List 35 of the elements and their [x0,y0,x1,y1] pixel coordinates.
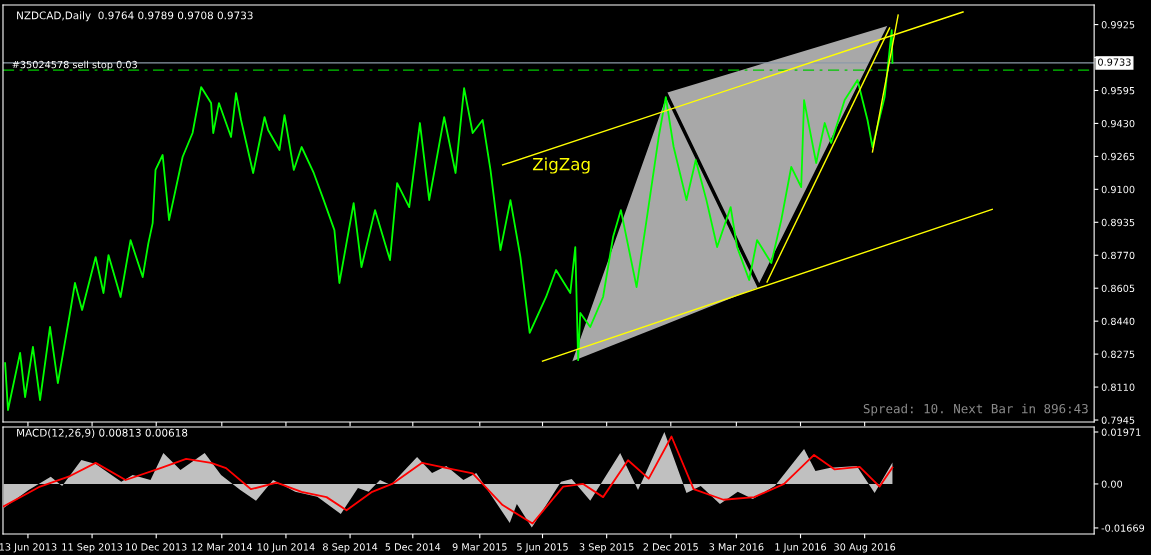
y-tick-label: 0.9265 [1101,152,1135,161]
y-tick-label: 0.9595 [1101,86,1135,95]
ref-line-label: #35024578 sell stop 0.03 [12,60,137,71]
chart-title: MACD(12,26,9) 0.00813 0.00618 [17,428,188,438]
x-tick-label: 10 Jun 2014 [257,543,315,553]
x-tick-label: 30 Aug 2016 [834,543,896,553]
x-tick-label: 10 Dec 2013 [126,543,187,551]
y-tick-label: 0.9430 [1101,119,1135,128]
y-tick-label: 0.8770 [1101,251,1135,260]
ref-line-label: 0.9733 [1098,58,1131,66]
y-tick-label: 0.00 [1101,480,1123,488]
y-tick-label: 0.8935 [1101,218,1135,227]
x-tick-label: 13 Jun 2013 [0,543,57,553]
x-tick-label: 12 Mar 2014 [192,543,253,551]
y-tick-label: 0.9100 [1101,185,1135,194]
y-tick-label: 0.01971 [1101,428,1141,436]
x-tick-label: 8 Sep 2014 [323,543,378,553]
text: NZDCAD,Daily 0.9764 0.9789 0.9708 0.9733 [17,11,253,22]
x-tick-label: 3 Mar 2016 [709,543,764,551]
y-tick-label: 0.8605 [1101,284,1135,293]
x-tick-label: 5 Dec 2014 [385,543,441,551]
annotation: Spread: 10. Next Bar in 896:43 [863,403,1088,416]
x-tick-label: 2 Dec 2015 [643,543,698,551]
annotation: ZigZag [532,157,590,174]
x-tick-label: 1 Jun 2016 [775,543,827,553]
x-tick-label: 11 Sep 2013 [62,543,123,553]
y-tick-label: -0.01669 [1101,524,1145,532]
y-tick-label: 0.8275 [1101,350,1135,358]
y-tick-label: 0.9925 [1101,21,1135,29]
x-tick-label: 5 Jun 2015 [517,543,568,553]
y-tick-label: 0.8110 [1101,383,1135,391]
x-tick-label: 9 Mar 2015 [452,543,507,551]
y-tick-label: 0.7945 [1101,416,1135,424]
y-tick-label: 0.8440 [1101,317,1135,325]
x-tick-label: 3 Sep 2015 [579,543,634,553]
